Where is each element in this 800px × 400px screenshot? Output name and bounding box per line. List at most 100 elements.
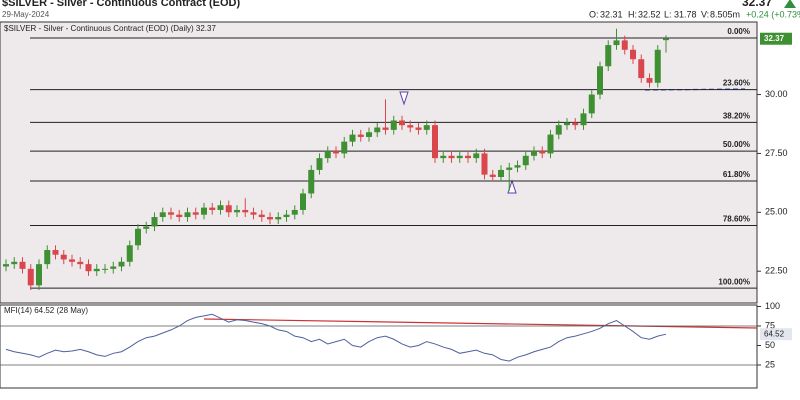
candle-body — [498, 169, 504, 177]
candle-body — [275, 217, 282, 220]
header-date: 29-May-2024 — [2, 10, 50, 19]
header-last: 32.37 — [742, 0, 772, 9]
candle-body — [531, 151, 537, 156]
fib-label: 61.80% — [723, 170, 750, 179]
y-tick-label: 100 — [765, 301, 780, 311]
candle-body — [291, 209, 298, 215]
candle-body — [300, 193, 306, 210]
mfi-trendline — [203, 318, 758, 329]
candle-body — [374, 127, 381, 133]
candle-body — [77, 261, 84, 265]
candle-body — [522, 155, 529, 166]
candle-body — [93, 268, 100, 272]
candle-body — [250, 212, 257, 215]
candle-body — [52, 250, 59, 255]
candle-body — [168, 212, 174, 215]
fib-label: 38.20% — [723, 111, 750, 120]
candle-body — [110, 266, 117, 269]
candle-body — [588, 94, 595, 114]
candle-body — [209, 207, 216, 210]
change-value: +0.24 (+0.73%) — [746, 9, 800, 19]
candle-body — [597, 66, 603, 95]
candle-body — [547, 134, 554, 154]
candle-body — [44, 250, 51, 265]
price-panel — [0, 21, 758, 304]
candle-body — [613, 40, 620, 46]
fib-label: 23.60% — [723, 79, 750, 88]
candle-body — [341, 141, 348, 154]
candle-body — [572, 122, 579, 126]
fib-label: 100.00% — [718, 277, 750, 286]
candle-body — [192, 212, 199, 215]
candle-body — [85, 264, 92, 272]
candle-body — [506, 167, 513, 170]
last-price-label: 32.37 — [764, 34, 785, 43]
candle-body — [308, 169, 315, 194]
candle-body — [357, 134, 364, 137]
candle-body — [638, 59, 645, 79]
candle-body — [440, 155, 447, 159]
candle-body — [407, 125, 414, 128]
high-value: 32.52 — [638, 9, 661, 19]
candle-body — [415, 127, 422, 130]
candle-body — [151, 217, 158, 227]
open-label: O: — [589, 9, 599, 19]
mfi-value-label: 64.52 — [764, 329, 785, 338]
candle-body — [217, 205, 224, 210]
candle-body — [555, 125, 562, 135]
high-label: H: — [628, 9, 637, 19]
mfi-panel — [0, 304, 758, 389]
candle-body — [654, 49, 661, 83]
candle-body — [481, 153, 488, 175]
candle-body — [663, 38, 669, 41]
candle-body — [19, 261, 26, 269]
candle-body — [3, 264, 9, 267]
candle-body — [267, 217, 273, 220]
volume-label: V: — [701, 9, 709, 19]
candle-body — [514, 165, 521, 168]
up-arrow-icon — [784, 0, 796, 8]
y-tick-label: 27.50 — [765, 148, 788, 158]
candle-body — [489, 174, 496, 177]
candle-body — [473, 153, 480, 159]
candle-body — [539, 151, 546, 154]
candle-body — [102, 268, 108, 270]
candle-body — [432, 125, 438, 159]
top-arrow — [399, 91, 409, 106]
candle-body — [316, 158, 323, 170]
candle-body — [448, 155, 455, 159]
y-tick-label: 50 — [765, 340, 775, 350]
candle-body — [580, 113, 587, 126]
candle-body — [11, 261, 18, 265]
candle-body — [69, 259, 75, 262]
mfi-panel-title: MFI(14) 64.52 (28 May) — [4, 306, 88, 315]
candle-body — [621, 40, 628, 50]
candle-body — [143, 226, 150, 229]
candle-body — [605, 45, 612, 67]
candle-body — [27, 268, 34, 286]
candle-body — [176, 214, 183, 218]
low-value: 31.78 — [674, 9, 697, 19]
price-panel-title: $SILVER - Silver - Continuous Contract (… — [4, 24, 216, 33]
y-tick-label: 22.50 — [765, 266, 788, 276]
candle-body — [184, 212, 191, 218]
y-tick-label: 30.00 — [765, 89, 788, 99]
candle-body — [465, 155, 471, 159]
volume-value: 8.505m — [710, 9, 740, 19]
fib-label: 0.00% — [727, 27, 750, 36]
candle-body — [36, 264, 42, 286]
candle-body — [118, 261, 125, 267]
bottom-arrow — [507, 179, 517, 194]
last-price-box — [760, 32, 792, 45]
candle-body — [456, 155, 463, 159]
candle-body — [258, 214, 265, 218]
candle-body — [333, 151, 339, 154]
open-value: 32.31 — [600, 9, 623, 19]
candle-body — [423, 125, 430, 130]
candle-body — [630, 49, 636, 60]
candle-body — [126, 245, 133, 262]
candle-body — [366, 132, 372, 137]
candle-body — [399, 120, 405, 126]
candle-body — [382, 127, 389, 130]
candle-body — [201, 207, 207, 215]
